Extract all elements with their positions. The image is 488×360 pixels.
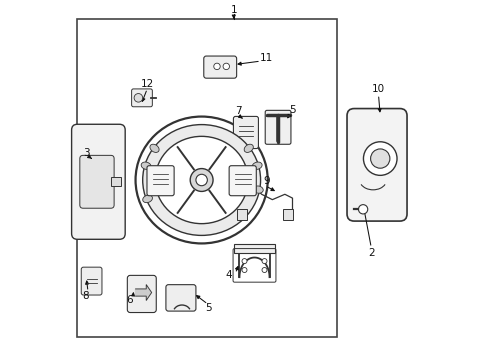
Text: 10: 10	[371, 84, 384, 94]
Ellipse shape	[155, 136, 247, 224]
Text: 4: 4	[225, 270, 231, 280]
Text: 12: 12	[141, 79, 154, 89]
FancyBboxPatch shape	[147, 166, 174, 196]
Ellipse shape	[244, 144, 253, 152]
Ellipse shape	[142, 195, 152, 203]
Text: 5: 5	[205, 303, 211, 313]
FancyBboxPatch shape	[203, 56, 236, 78]
FancyBboxPatch shape	[71, 124, 125, 239]
Text: 8: 8	[82, 291, 89, 301]
FancyBboxPatch shape	[81, 267, 102, 295]
Text: 5: 5	[289, 105, 295, 115]
FancyBboxPatch shape	[229, 166, 256, 196]
Bar	[77, 19, 337, 337]
Text: 1: 1	[230, 5, 237, 15]
Ellipse shape	[142, 125, 260, 235]
Bar	[110, 177, 121, 186]
Circle shape	[242, 258, 246, 264]
FancyBboxPatch shape	[233, 116, 258, 149]
FancyBboxPatch shape	[264, 111, 290, 144]
Ellipse shape	[253, 186, 263, 193]
FancyBboxPatch shape	[283, 208, 293, 220]
FancyBboxPatch shape	[165, 285, 196, 311]
Circle shape	[196, 174, 207, 186]
Ellipse shape	[150, 144, 159, 152]
Ellipse shape	[252, 162, 262, 170]
FancyBboxPatch shape	[346, 109, 406, 221]
Bar	[234, 244, 274, 253]
Circle shape	[370, 149, 389, 168]
Circle shape	[134, 94, 142, 102]
Ellipse shape	[141, 162, 151, 170]
Ellipse shape	[135, 117, 267, 243]
Polygon shape	[135, 285, 151, 300]
Circle shape	[223, 63, 229, 69]
Text: 3: 3	[83, 148, 90, 158]
FancyBboxPatch shape	[80, 156, 114, 208]
Circle shape	[363, 142, 396, 175]
Text: 11: 11	[259, 53, 272, 63]
Circle shape	[262, 267, 266, 273]
FancyBboxPatch shape	[237, 208, 246, 220]
Circle shape	[242, 267, 246, 273]
Circle shape	[262, 258, 266, 264]
Text: 2: 2	[367, 248, 374, 258]
Text: 7: 7	[234, 107, 241, 116]
FancyBboxPatch shape	[127, 275, 156, 312]
Text: 6: 6	[126, 295, 133, 305]
FancyBboxPatch shape	[131, 89, 152, 107]
Text: 9: 9	[263, 176, 269, 186]
Circle shape	[358, 204, 367, 214]
Circle shape	[190, 168, 213, 192]
Circle shape	[213, 63, 220, 69]
